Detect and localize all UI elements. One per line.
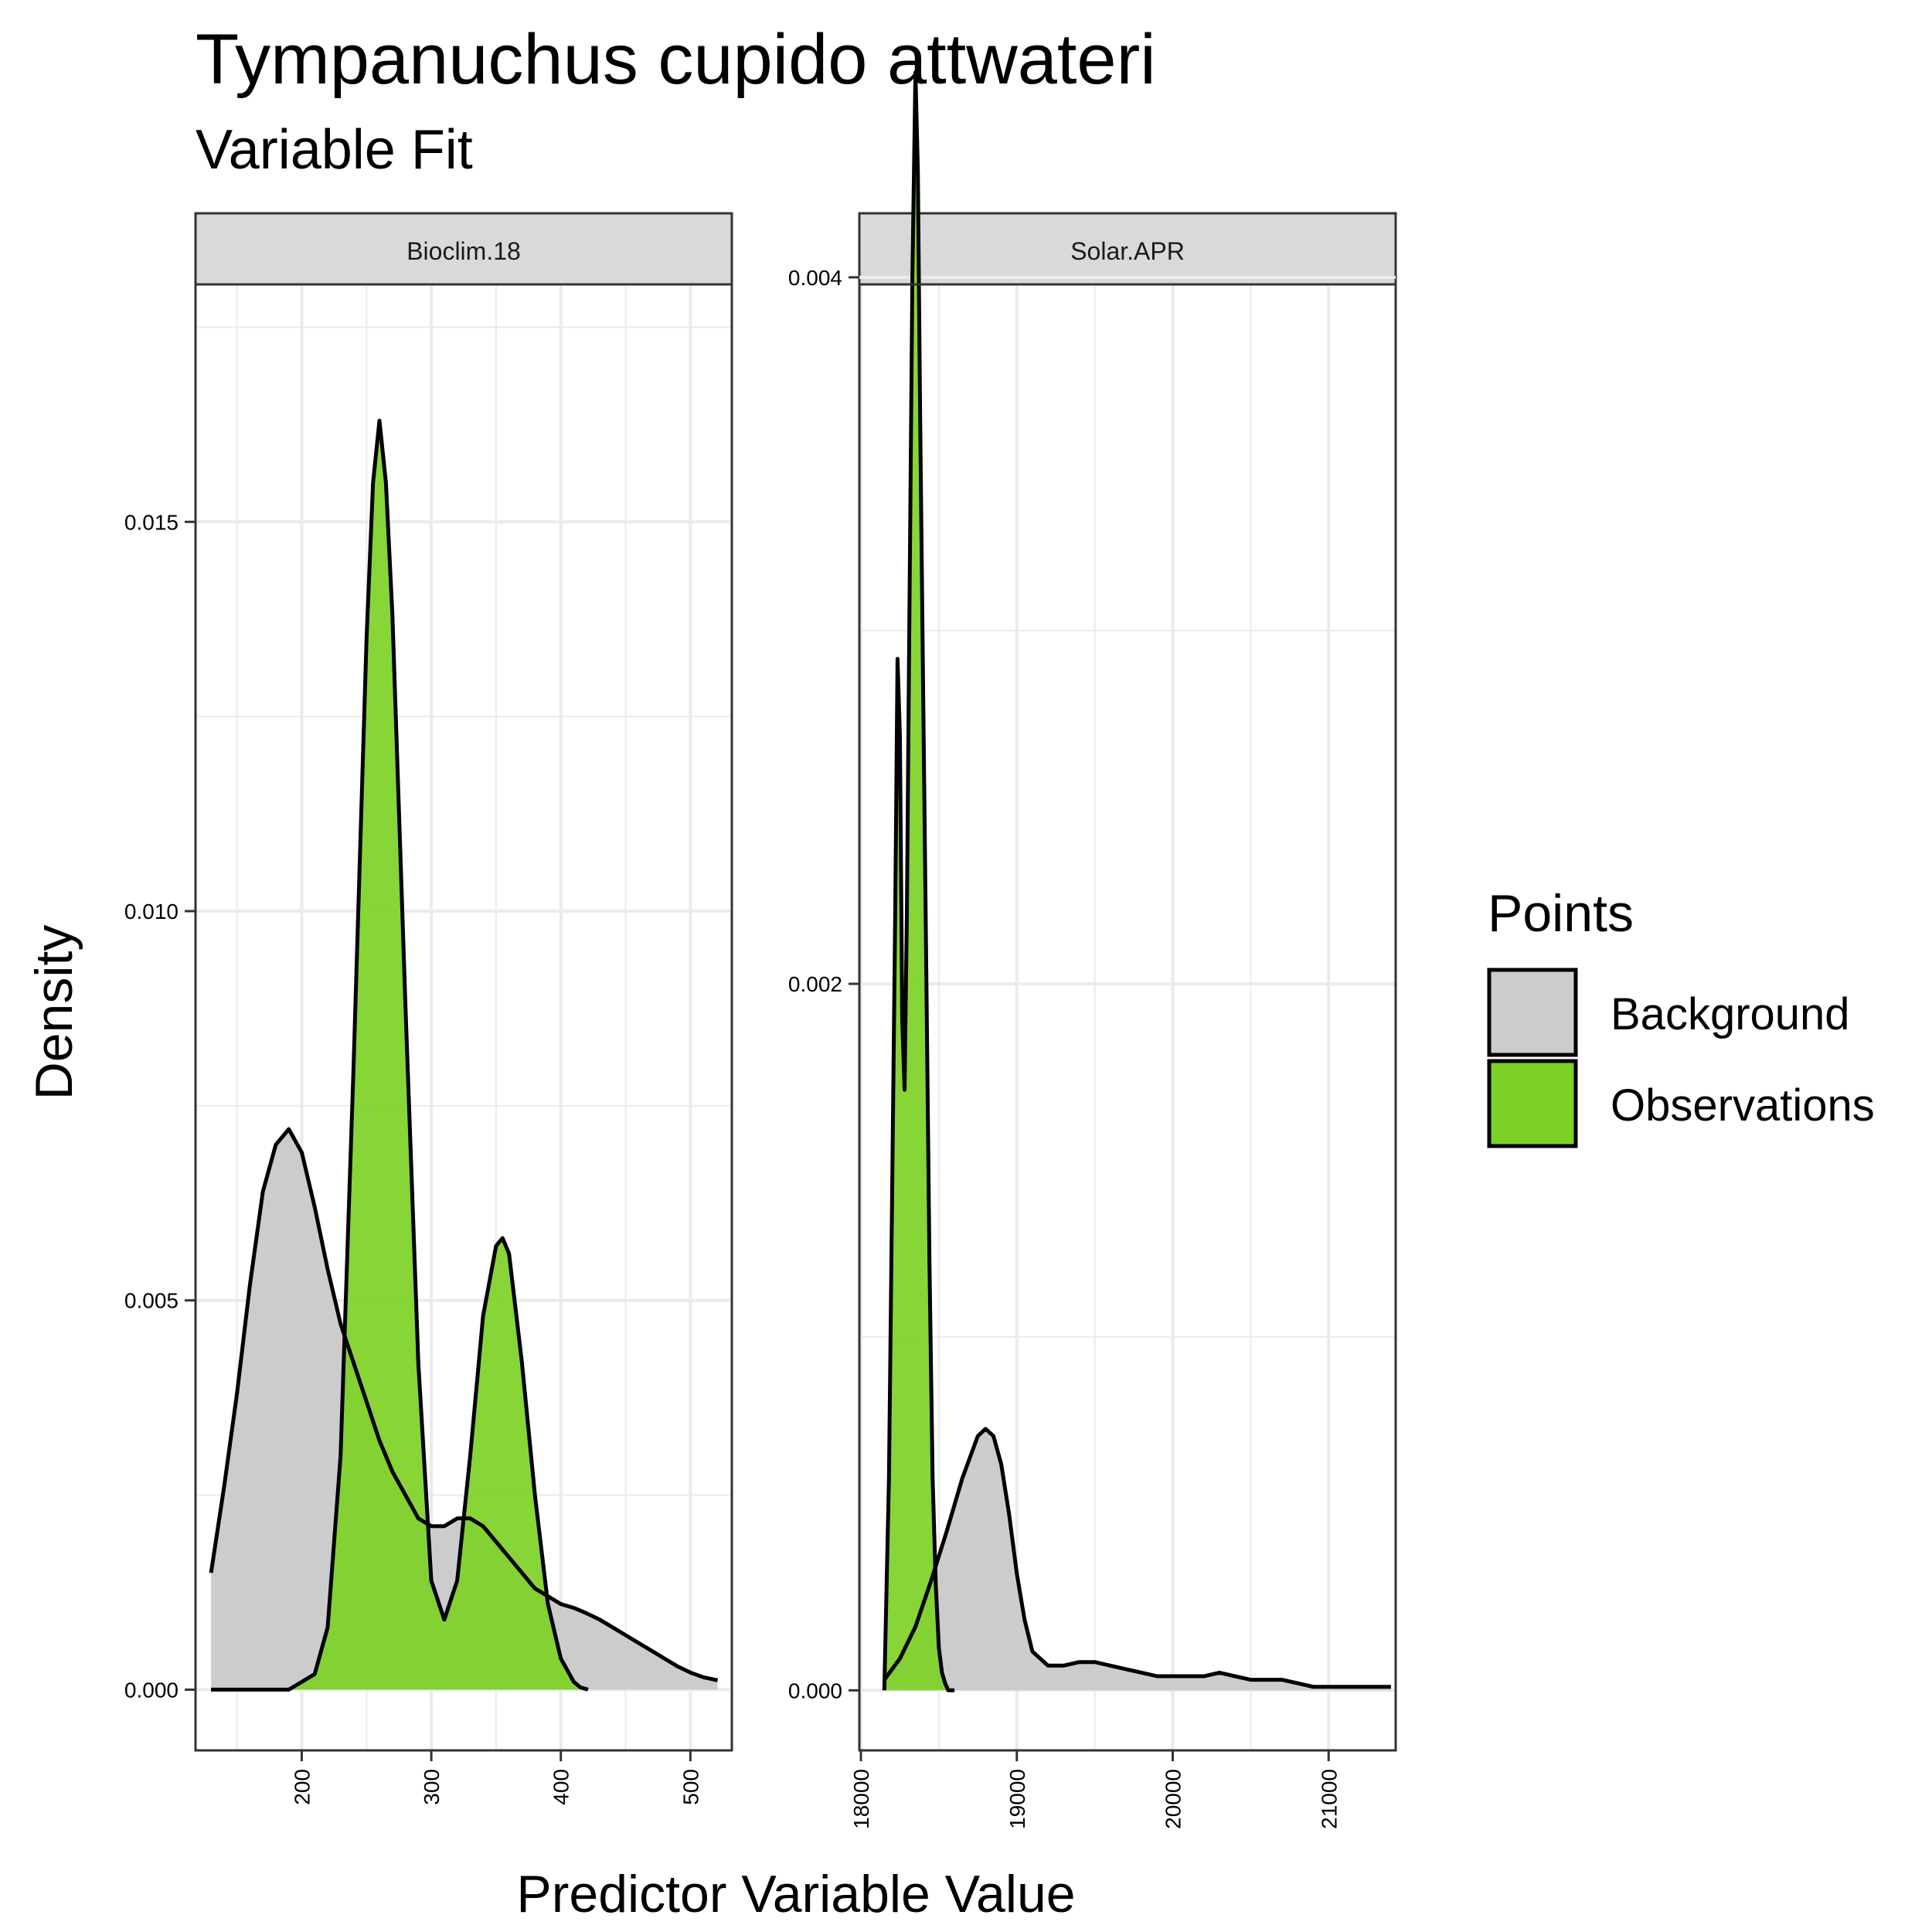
x-tick-label: 400 <box>549 1769 573 1805</box>
y-axis-title: Density <box>25 925 83 1100</box>
y-tick-label: 0.000 <box>124 1678 179 1702</box>
y-tick-label: 0.010 <box>124 900 179 923</box>
legend: Points Background Observations <box>1487 884 1875 1148</box>
density-area-background <box>884 1429 1391 1691</box>
chart-subtitle: Variable Fit <box>196 119 473 181</box>
y-tick-label: 0.004 <box>788 266 842 290</box>
density-line-observations <box>882 70 955 1692</box>
panel-background <box>859 284 1396 1750</box>
legend-title: Points <box>1488 884 1634 943</box>
x-tick-label: 19000 <box>1005 1769 1029 1829</box>
facet-strip-label: Bioclim.18 <box>406 237 521 265</box>
y-tick-label: 0.000 <box>788 1679 842 1702</box>
legend-label-background: Background <box>1611 989 1850 1039</box>
x-tick-label: 300 <box>420 1769 444 1805</box>
legend-key-observations <box>1487 1059 1578 1148</box>
y-tick-label: 0.015 <box>124 510 179 534</box>
x-axis-title: Predictor Variable Value <box>516 1865 1075 1923</box>
panel-solar-apr: Solar.APR 0.000 0.002 0.004 18000 19000 20000 2… <box>788 70 1397 1829</box>
y-tick-label: 0.005 <box>124 1289 179 1313</box>
x-tick-label: 20000 <box>1162 1769 1185 1829</box>
chart-title: Tympanuchus cupido attwateri <box>196 20 1156 99</box>
legend-key-background <box>1487 968 1578 1057</box>
density-line-observations <box>211 418 589 1692</box>
x-tick-label: 21000 <box>1317 1769 1341 1829</box>
density-line-background <box>883 1427 1391 1689</box>
facet-strip <box>194 212 733 286</box>
y-tick-label: 0.002 <box>788 972 842 996</box>
panel-bioclim-18: Bioclim.18 0.000 0.005 0.010 0.015 200 300 400 5… <box>124 212 733 1805</box>
density-area-observations <box>884 72 955 1691</box>
panel-border <box>858 283 1397 1752</box>
x-tick-label: 200 <box>290 1769 314 1805</box>
facet-strip-label: Solar.APR <box>1070 237 1185 265</box>
density-area-observations <box>211 420 588 1690</box>
panel-border <box>194 283 733 1752</box>
x-tick-label: 18000 <box>849 1769 873 1829</box>
legend-label-observations: Observations <box>1611 1080 1875 1131</box>
facet-strip <box>858 212 1397 286</box>
x-tick-label: 500 <box>679 1769 702 1805</box>
